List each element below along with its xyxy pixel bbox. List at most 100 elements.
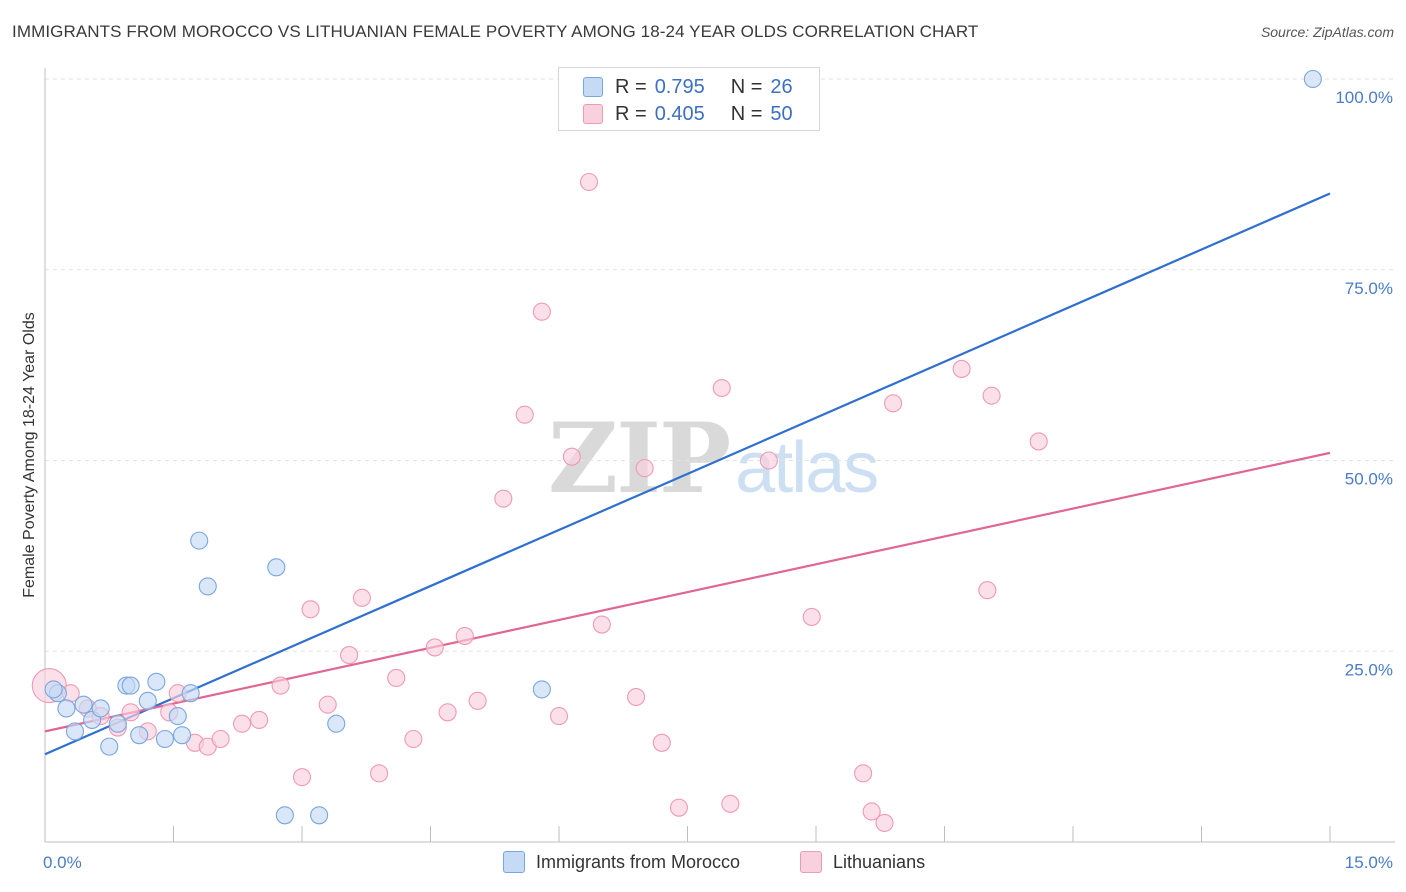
point-morocco[interactable] (310, 806, 329, 825)
r-label: R = (615, 102, 647, 125)
chart-title: IMMIGRANTS FROM MOROCCO VS LITHUANIAN FE… (12, 22, 979, 41)
n-value: 50 (770, 102, 793, 125)
point-morocco[interactable] (155, 729, 174, 749)
point-morocco[interactable] (190, 531, 209, 550)
trend-lines (44, 192, 1331, 756)
point-morocco[interactable] (173, 726, 192, 745)
r-label: R = (615, 75, 647, 98)
point-lithuanians[interactable] (301, 600, 320, 619)
y-tick-label: 50.0% (1345, 470, 1393, 489)
legend-item-morocco[interactable]: Immigrants from Morocco (503, 851, 740, 873)
point-lithuanians[interactable] (627, 687, 646, 707)
point-lithuanians[interactable] (515, 405, 534, 424)
point-lithuanians[interactable] (862, 802, 881, 821)
n-label: N = (730, 102, 763, 125)
point-lithuanians[interactable] (652, 733, 671, 752)
point-morocco[interactable] (181, 684, 200, 703)
point-lithuanians[interactable] (250, 710, 269, 729)
legend-swatch-lithuanians (800, 851, 822, 873)
correlation-legend: R = 0.795 N = 26 R = 0.405 N = 50 (558, 67, 820, 131)
point-lithuanians[interactable] (884, 394, 903, 413)
point-lithuanians[interactable] (468, 691, 487, 710)
point-lithuanians[interactable] (978, 581, 997, 600)
legend-swatch-morocco (503, 851, 525, 873)
legend-row-lithuanians: R = 0.405 N = 50 (583, 101, 793, 127)
point-morocco[interactable] (100, 737, 119, 756)
point-lithuanians[interactable] (340, 646, 359, 665)
data-points (31, 69, 1322, 832)
n-value: 26 (770, 75, 793, 98)
point-lithuanians[interactable] (455, 626, 474, 646)
point-lithuanians[interactable] (438, 703, 457, 722)
point-lithuanians[interactable] (712, 378, 731, 398)
point-lithuanians[interactable] (854, 764, 873, 783)
x-tick-label: 15.0% (1345, 853, 1393, 872)
point-lithuanians[interactable] (982, 386, 1001, 405)
point-lithuanians[interactable] (549, 707, 569, 726)
point-morocco[interactable] (1303, 69, 1322, 89)
point-morocco[interactable] (91, 699, 110, 718)
point-morocco[interactable] (168, 707, 187, 726)
point-lithuanians[interactable] (370, 764, 389, 783)
point-lithuanians[interactable] (532, 302, 551, 321)
point-lithuanians[interactable] (759, 451, 778, 470)
point-lithuanians[interactable] (211, 729, 230, 749)
point-lithuanians[interactable] (425, 638, 444, 657)
point-morocco[interactable] (327, 714, 346, 733)
point-lithuanians[interactable] (271, 676, 290, 695)
point-lithuanians[interactable] (579, 172, 599, 192)
point-morocco[interactable] (275, 806, 294, 825)
y-tick-label: 100.0% (1335, 88, 1393, 107)
point-lithuanians[interactable] (232, 714, 252, 733)
point-lithuanians[interactable] (404, 729, 423, 749)
point-lithuanians[interactable] (387, 668, 406, 688)
point-morocco[interactable] (147, 672, 166, 691)
point-morocco[interactable] (267, 558, 286, 577)
point-morocco[interactable] (130, 726, 149, 745)
x-tick-label: 0.0% (43, 853, 82, 872)
point-lithuanians[interactable] (592, 615, 611, 634)
axes (44, 68, 1395, 843)
point-lithuanians[interactable] (1029, 432, 1048, 451)
point-morocco[interactable] (532, 680, 551, 699)
point-morocco[interactable] (57, 699, 76, 718)
source-credit: Source: ZipAtlas.com (1260, 24, 1394, 40)
point-lithuanians[interactable] (562, 447, 581, 466)
point-lithuanians[interactable] (802, 607, 821, 626)
y-tick-label: 25.0% (1345, 660, 1393, 679)
legend-row-morocco: R = 0.795 N = 26 (583, 74, 793, 100)
point-lithuanians[interactable] (494, 489, 513, 508)
trend-line-morocco (44, 192, 1331, 756)
legend-label-morocco: Immigrants from Morocco (536, 851, 741, 872)
legend-swatch-lithuanians (583, 104, 603, 124)
point-lithuanians[interactable] (318, 695, 337, 714)
point-morocco[interactable] (121, 676, 140, 695)
tick-labels: 25.0% 50.0% 75.0% 100.0% 0.0% 15.0% (43, 88, 1393, 872)
point-lithuanians[interactable] (292, 768, 312, 787)
point-morocco[interactable] (44, 680, 63, 699)
legend-label-lithuanians: Lithuanians (833, 851, 926, 872)
point-morocco[interactable] (108, 714, 127, 733)
watermark-atlas: atlas (735, 428, 879, 508)
legend-swatch-morocco (583, 77, 603, 97)
r-value: 0.405 (654, 102, 705, 125)
gridlines (45, 78, 1395, 652)
n-label: N = (730, 75, 763, 98)
legend-item-lithuanians[interactable]: Lithuanians (800, 851, 925, 873)
trend-line-lithuanians (44, 451, 1331, 733)
point-lithuanians[interactable] (352, 588, 372, 607)
point-lithuanians[interactable] (121, 703, 140, 722)
point-morocco[interactable] (198, 577, 217, 596)
point-morocco[interactable] (74, 695, 93, 714)
point-lithuanians[interactable] (669, 798, 688, 817)
point-lithuanians[interactable] (952, 359, 971, 378)
point-morocco[interactable] (138, 691, 157, 710)
y-axis-label: Female Poverty Among 18-24 Year Olds (21, 312, 38, 598)
y-tick-label: 75.0% (1345, 279, 1393, 298)
point-lithuanians[interactable] (875, 813, 894, 832)
point-lithuanians[interactable] (635, 459, 654, 478)
point-lithuanians[interactable] (721, 794, 740, 813)
point-morocco[interactable] (65, 722, 85, 741)
